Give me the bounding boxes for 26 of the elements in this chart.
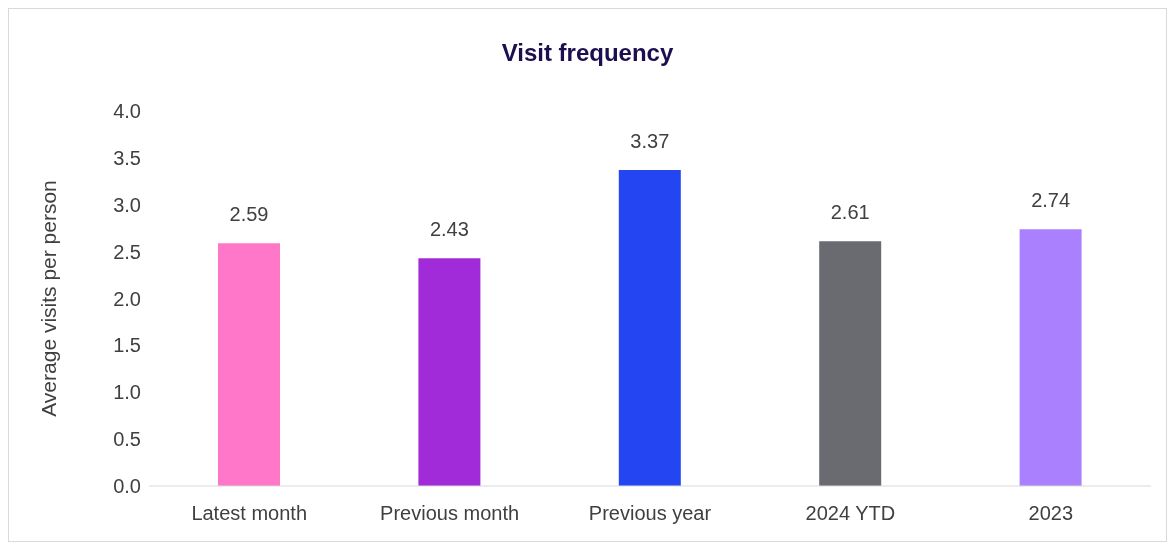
data-label: 3.37 bbox=[630, 130, 670, 153]
chart-title: Visit frequency bbox=[500, 39, 675, 67]
y-tick-label: 2.5 bbox=[113, 240, 141, 263]
data-label: 2.43 bbox=[429, 218, 469, 241]
x-tick-label: 2024 YTD bbox=[805, 502, 896, 525]
data-label: 2.59 bbox=[229, 203, 269, 226]
bar bbox=[618, 170, 681, 486]
x-tick-label: Previous month bbox=[380, 502, 520, 525]
x-tick-label: Latest month bbox=[191, 502, 308, 525]
y-tick-label: 1.0 bbox=[113, 381, 141, 404]
bar bbox=[418, 258, 481, 486]
x-tick-label: 2023 bbox=[1028, 502, 1074, 525]
bar bbox=[218, 243, 280, 486]
y-tick-label: 2.0 bbox=[113, 287, 141, 310]
y-tick-label: 4.0 bbox=[113, 100, 141, 123]
y-tick-label: 1.5 bbox=[113, 334, 141, 357]
bar bbox=[1019, 229, 1082, 486]
data-label: 2.61 bbox=[830, 201, 870, 224]
y-tick-label: 0.5 bbox=[113, 428, 141, 451]
y-tick-label: 0.0 bbox=[113, 475, 141, 498]
bar bbox=[819, 241, 882, 486]
y-axis-title: Average visits per person bbox=[37, 180, 61, 417]
x-tick-label: Previous year bbox=[588, 502, 712, 525]
data-label: 2.74 bbox=[1031, 189, 1071, 212]
y-tick-label: 3.0 bbox=[113, 193, 141, 216]
y-tick-label: 3.5 bbox=[113, 146, 141, 169]
